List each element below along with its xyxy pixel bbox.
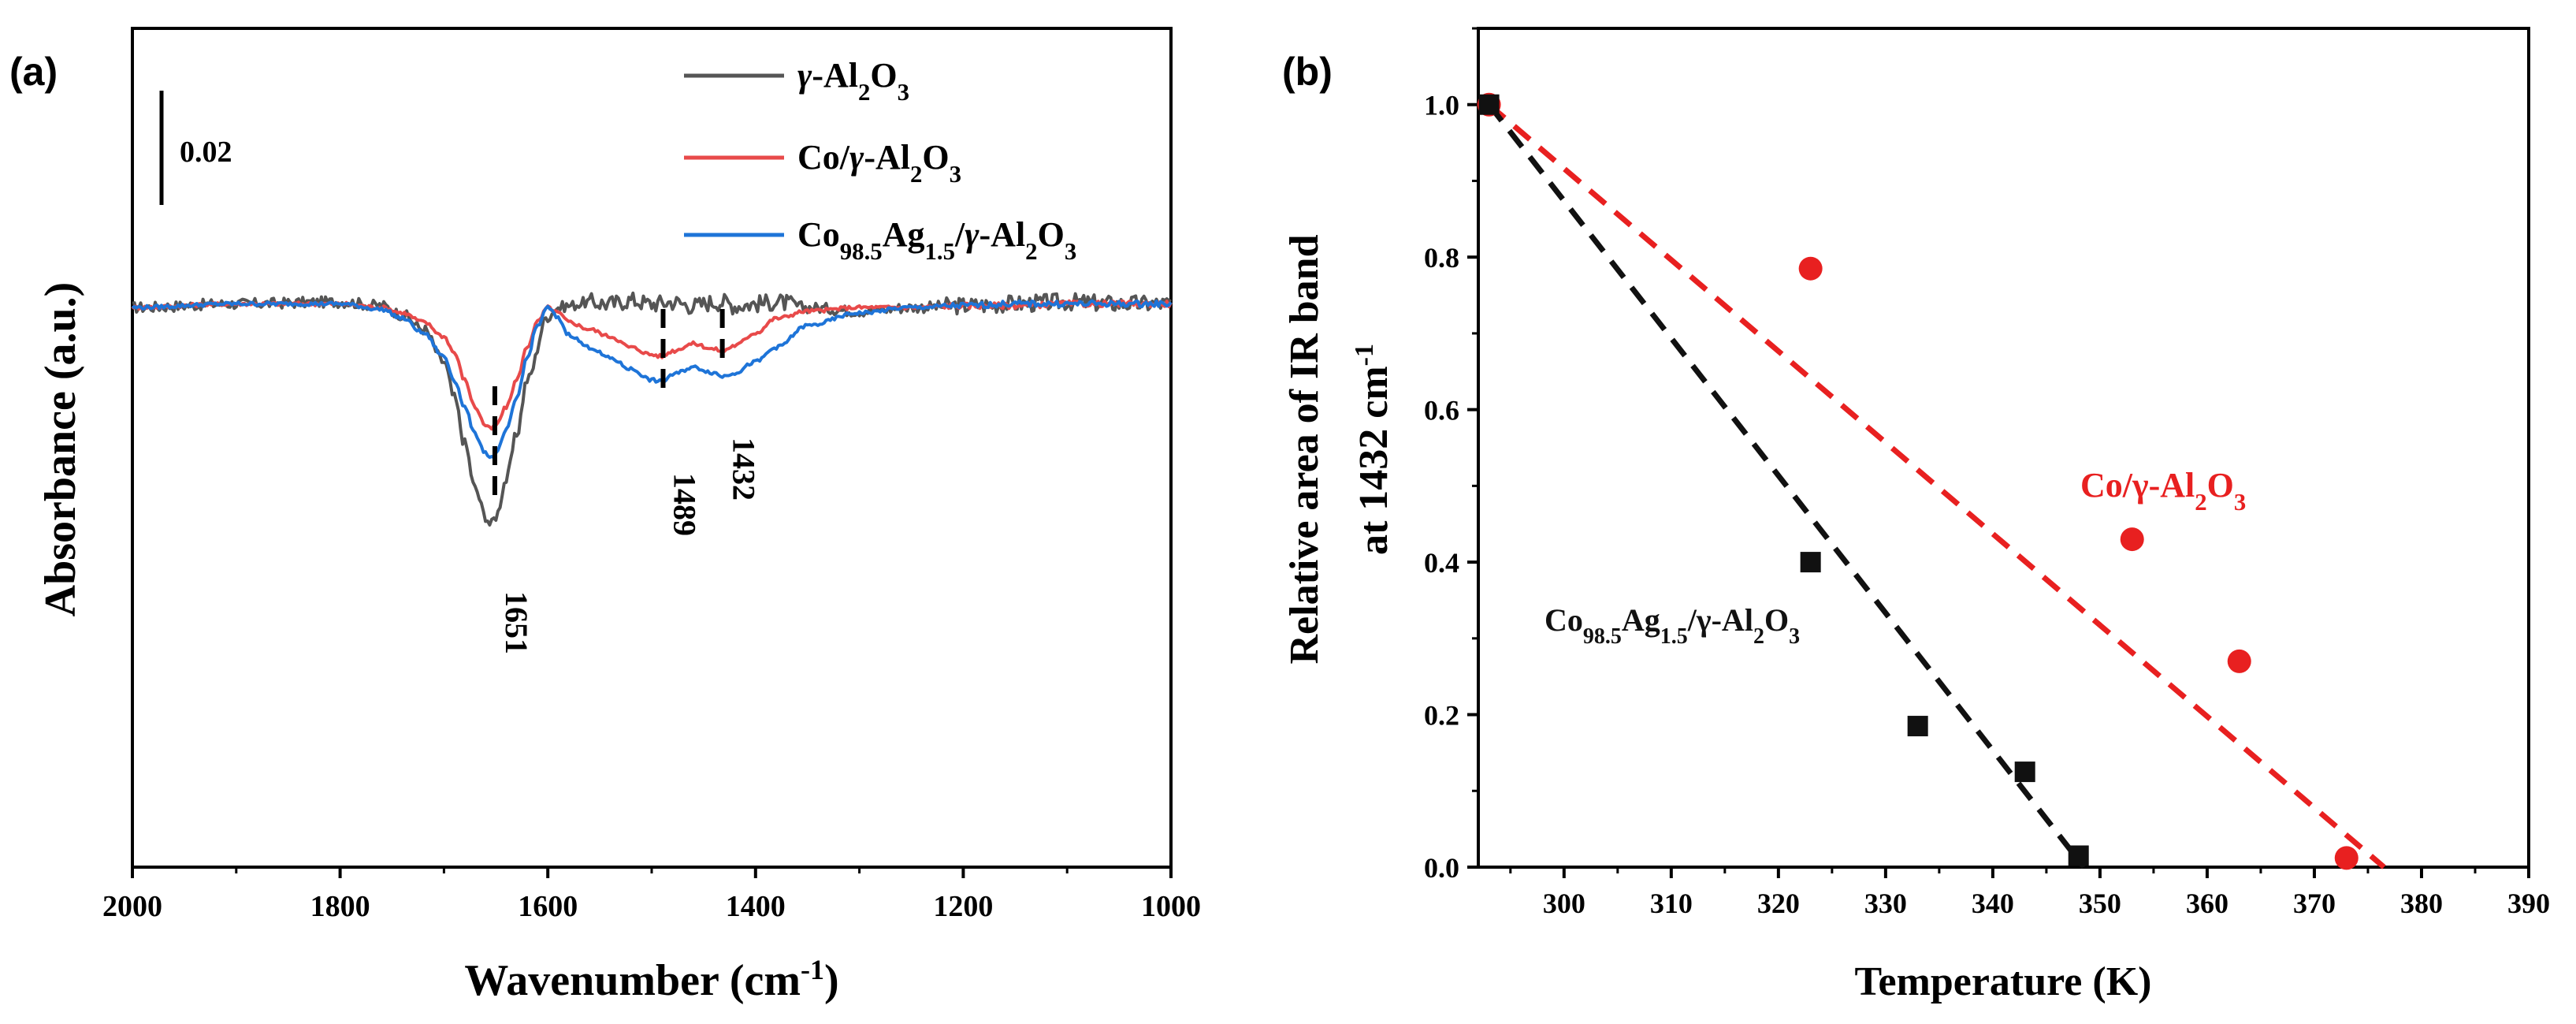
x-tick-label: 370: [2293, 888, 2336, 919]
panel-b-ylabel-line2: at 1432 cm-1: [1350, 344, 1397, 555]
data-point-circle: [2334, 846, 2359, 870]
x-tick-label: 390: [2507, 888, 2550, 919]
x-tick-label: 340: [1972, 888, 2014, 919]
annotation-label: 1489: [667, 473, 702, 536]
legend-entry: Co/γ-Al2O3: [797, 138, 961, 188]
panel-b: (b) 300 310 320 330 340 350 360 370 380 390 0.0 0.2…: [1282, 27, 2550, 1004]
x-tick-label: 350: [2079, 888, 2121, 919]
data-point-circle: [2120, 527, 2144, 552]
data-point-square: [2014, 761, 2035, 783]
x-tick-label: 1800: [310, 890, 370, 923]
panel-a: (a) 2000 1800 1600 1400 1200 1000 1651 1489 143…: [9, 27, 1201, 1005]
data-point-circle: [2227, 649, 2251, 673]
data-point-square: [1800, 552, 1821, 573]
y-tick-label: 1.0: [1424, 90, 1459, 121]
panel-a-x-ticks: 2000 1800 1600 1400 1200 1000: [102, 867, 1201, 923]
fit-line-1: [1486, 102, 2087, 869]
x-tick-label: 1600: [518, 890, 578, 923]
annotation-label: 1432: [727, 438, 762, 501]
panel-a-ylabel: Absorbance (a.u.): [36, 282, 85, 617]
series-label-co: Co/γ-Al2O3: [2080, 466, 2246, 516]
x-tick-label: 330: [1864, 888, 1907, 919]
series-label-coag: Co98.5Ag1.5/γ-Al2O3: [1544, 602, 1800, 649]
y-tick-label: 0.2: [1424, 700, 1459, 732]
series-line-0: [132, 291, 1172, 527]
panel-b-fit-lines: [1486, 102, 2386, 869]
x-tick-label: 320: [1757, 888, 1800, 919]
panel-a-xlabel: Wavenumber (cm-1): [464, 954, 838, 1005]
series-line-2: [131, 299, 1173, 460]
panel-a-frame: [131, 27, 1173, 869]
x-tick-label: 1200: [933, 890, 993, 923]
x-tick-label: 300: [1543, 888, 1585, 919]
panel-b-series-labels: Co/γ-Al2O3 Co98.5Ag1.5/γ-Al2O3: [1544, 466, 2246, 649]
legend-entry: γ-Al2O3: [797, 56, 909, 106]
x-tick-label: 1400: [726, 890, 786, 923]
scale-bar: 0.02: [159, 91, 232, 205]
data-point-square: [2068, 845, 2089, 866]
scale-bar-label: 0.02: [180, 136, 232, 169]
panel-a-annotations: 1651 1489 1432: [492, 309, 762, 654]
x-tick-label: 1000: [1141, 890, 1201, 923]
x-tick-label: 360: [2186, 888, 2228, 919]
fit-line-0: [1487, 102, 2386, 869]
panel-b-ticks: 300 310 320 330 340 350 360 370 380 390 0.0 0.2 0.4 0…: [1424, 27, 2550, 919]
y-tick-label: 0.8: [1424, 242, 1459, 274]
data-point-square: [1907, 716, 1928, 737]
x-tick-label: 310: [1650, 888, 1693, 919]
panel-b-frame: [1477, 27, 2530, 869]
y-tick-label: 0.0: [1424, 852, 1459, 884]
y-tick-label: 0.6: [1424, 395, 1459, 426]
panel-b-ylabel-line1: Relative area of IR band: [1282, 234, 1327, 664]
data-point-circle: [1798, 256, 1823, 281]
y-tick-label: 0.4: [1424, 547, 1459, 579]
series-line-1: [131, 299, 1173, 431]
annotation-label: 1651: [499, 591, 534, 654]
legend-entry: Co98.5Ag1.5/γ-Al2O3: [797, 215, 1076, 265]
x-tick-label: 380: [2400, 888, 2443, 919]
panel-a-label: (a): [9, 50, 58, 94]
panel-b-points: [1477, 92, 2359, 870]
x-tick-label: 2000: [102, 890, 162, 923]
panel-a-series: [131, 291, 1173, 527]
data-point-square: [1478, 94, 1500, 115]
panel-b-label: (b): [1282, 50, 1333, 94]
panel-b-xlabel: Temperature (K): [1855, 959, 2152, 1004]
panel-a-legend: γ-Al2O3 Co/γ-Al2O3 Co98.5Ag1.5/γ-Al2O3: [684, 56, 1076, 265]
